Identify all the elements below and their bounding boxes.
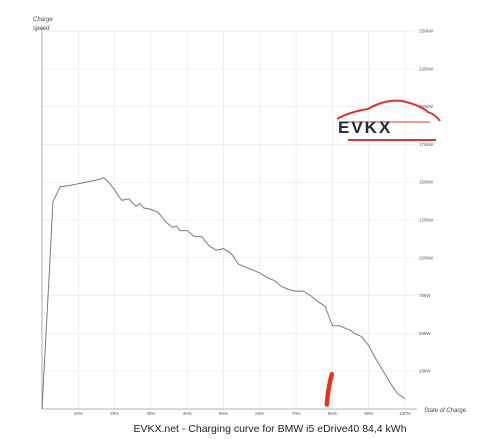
y-tick-label-4: 125kW (419, 218, 434, 223)
evkx-logo: EVKX (336, 99, 441, 141)
y-tick-label-0: 25kW (419, 369, 431, 374)
grid (42, 30, 415, 409)
x-tick-label-6: 70% (292, 411, 301, 416)
x-tick-label-8: 90% (364, 411, 373, 416)
chart-caption: EVKX.net - Charging curve for BMW i5 eDr… (133, 423, 406, 435)
x-tick-labels: 10% 20% 30% 40% 50% 60% 70% 80% 90% 100% (74, 411, 411, 416)
y-tick-label-5: 150kW (419, 180, 434, 185)
x-tick-label-0: 10% (74, 411, 83, 416)
x-tick-label-5: 60% (255, 411, 264, 416)
x-axis-label: State of Charge (424, 408, 467, 414)
hand-drawn-annotation-mark (324, 371, 335, 407)
x-tick-label-4: 50% (219, 411, 228, 416)
y-tick-label-1: 50kW (419, 331, 431, 336)
y-tick-label-7: 200kW (419, 104, 434, 109)
x-tick-label-3: 40% (183, 411, 192, 416)
y-axis-label-line1: Charge (33, 17, 53, 23)
x-tick-label-9: 100% (399, 411, 411, 416)
y-tick-label-6: 175kW (419, 142, 434, 147)
x-tick-label-7: 80% (328, 411, 337, 416)
axes (41, 27, 417, 410)
y-tick-label-9: 250kW (419, 29, 434, 34)
x-tick-label-1: 20% (110, 411, 119, 416)
y-tick-label-8: 225kW (419, 66, 434, 71)
y-tick-label-3: 100kW (419, 255, 434, 260)
annotation-layer (324, 371, 335, 407)
y-tick-label-2: 75kW (419, 293, 431, 298)
y-tick-labels: 25kW 50kW 75kW 100kW 125kW 150kW 175kW 200kW 225… (419, 29, 434, 374)
x-tick-label-2: 30% (146, 411, 155, 416)
series-layer (41, 177, 406, 410)
logo-wordmark: EVKX (338, 118, 392, 137)
y-axis-label-line2: speed (33, 26, 50, 32)
logo-car-silhouette (336, 99, 441, 122)
series-line-0 (41, 177, 406, 410)
